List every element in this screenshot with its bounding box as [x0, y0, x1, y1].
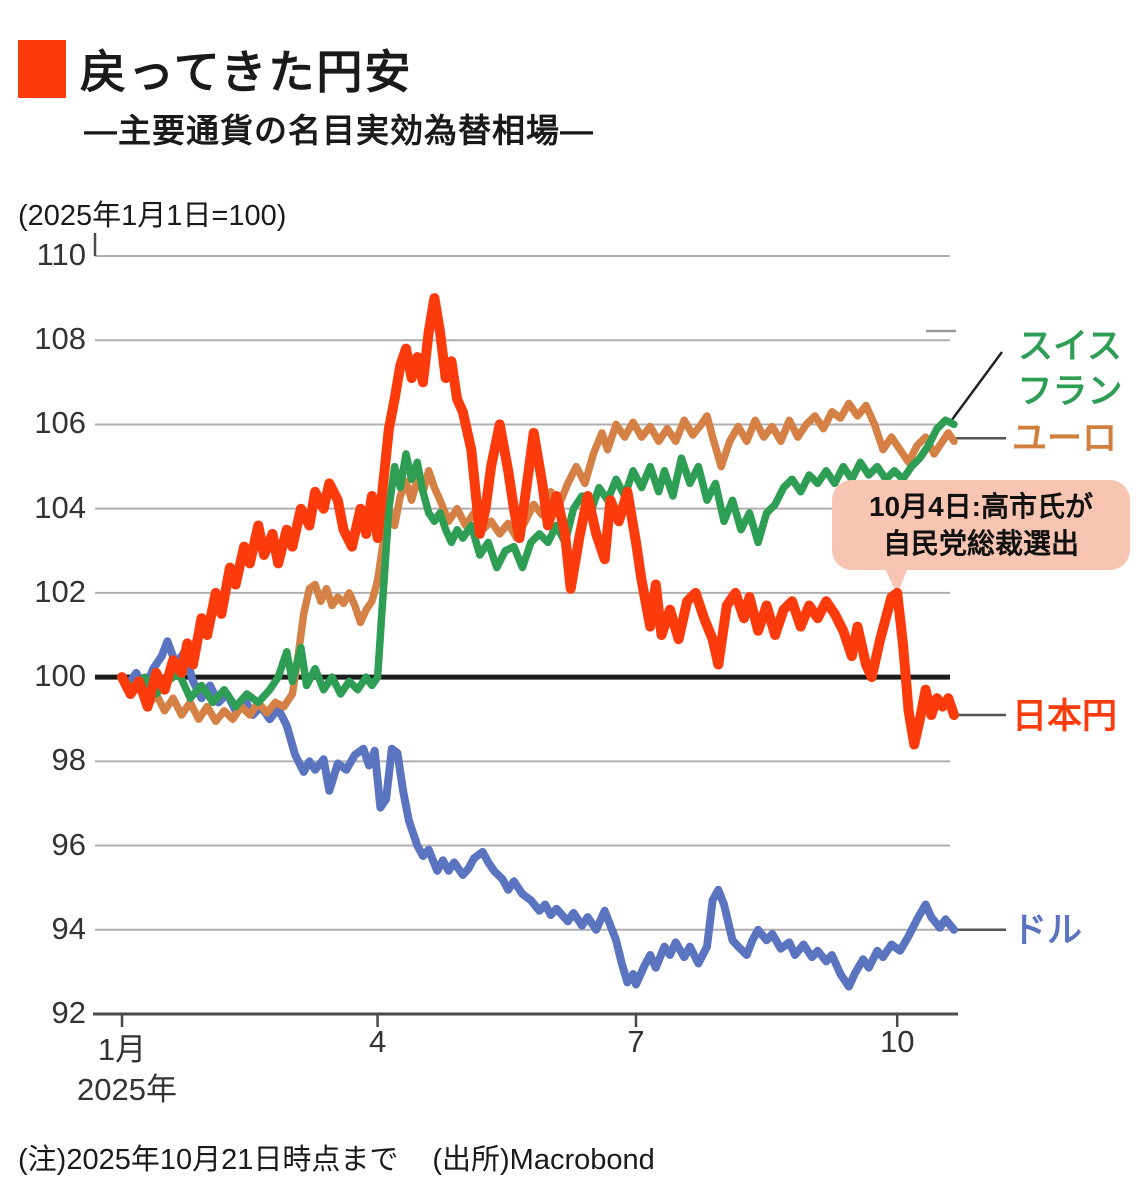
series-label-euro: ユーロ	[1012, 419, 1118, 458]
series-label-swiss-franc-line1: スイス	[1018, 327, 1122, 366]
footnote-source: (出所)Macrobond	[432, 1144, 655, 1176]
y-tick-label-96: 96	[51, 826, 86, 862]
series-label-swiss-franc-line2: フラン	[1017, 372, 1123, 411]
x-tick-label-10: 10	[879, 1024, 915, 1059]
series-line-jpy	[117, 293, 959, 750]
annotation-callout-tail	[884, 566, 909, 595]
series-label-swiss-franc: スイス フラン	[1005, 324, 1135, 414]
y-tick-label-102: 102	[34, 573, 86, 609]
annotation-callout: 10月4日:高市氏が 自民党総裁選出	[832, 480, 1130, 570]
annotation-line2: 自民党総裁選出	[882, 528, 1079, 559]
swiss-franc-connector	[948, 351, 1004, 424]
series-label-japanese-yen: 日本円	[1012, 697, 1118, 736]
y-tick-label-92: 92	[51, 995, 86, 1030]
series-line-usd	[118, 637, 958, 991]
footnote-note: (注)2025年10月21日時点まで	[18, 1144, 399, 1176]
y-tick-label-98: 98	[51, 742, 86, 778]
annotation-line1: 10月4日:高市氏が	[868, 491, 1094, 522]
x-tick-label-4: 4	[368, 1024, 387, 1059]
index-base-label: (2025年1月1日=100)	[18, 200, 287, 232]
series-label-dollar: ドル	[1012, 911, 1083, 950]
title-accent-square	[18, 40, 66, 98]
x-tick-label-1月: 1月	[97, 1032, 147, 1067]
y-tick-label-104: 104	[34, 489, 86, 525]
y-tick-label-108: 108	[34, 321, 86, 357]
chart-subtitle: ―主要通貨の名目実効為替相場―	[84, 112, 594, 149]
x-tick-label-7: 7	[627, 1024, 645, 1059]
page-title: 戻ってきた円安	[80, 46, 413, 98]
series-line-eur	[118, 399, 958, 726]
y-tick-label-100: 100	[34, 658, 86, 694]
footnote: (注)2025年10月21日時点まで (出所)Macrobond	[18, 1136, 689, 1178]
y-tick-label-106: 106	[34, 405, 86, 441]
y-tick-label-110: 110	[36, 237, 86, 272]
x-axis-year-label: 2025年	[77, 1072, 177, 1107]
y-tick-label-94: 94	[51, 910, 86, 946]
series-line-chf	[118, 416, 958, 711]
